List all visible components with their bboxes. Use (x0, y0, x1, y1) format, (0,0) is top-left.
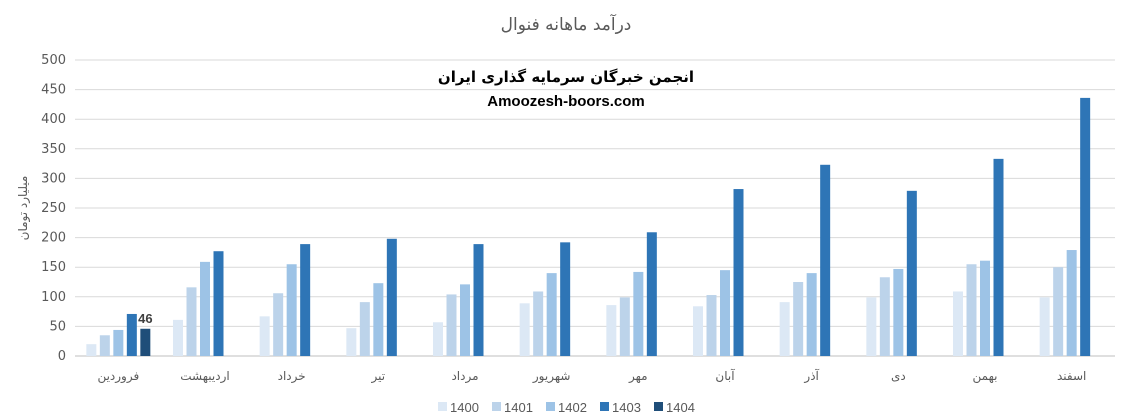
bar-1400-3 (259, 316, 270, 356)
x-category-label: بهمن (973, 369, 998, 384)
legend-swatch-1401 (492, 402, 501, 411)
data-label: 46 (138, 311, 152, 326)
bar-1401-6 (533, 291, 544, 356)
bar-1402-10 (893, 268, 904, 356)
x-category-label: فروردین (97, 369, 139, 384)
bar-1402-1 (113, 329, 124, 356)
bar-1400-11 (953, 291, 963, 356)
bar-1401-4 (359, 302, 370, 356)
bar-1403-10 (906, 190, 917, 356)
bar-1403-11 (993, 158, 1004, 356)
x-category-label: آذر (803, 368, 819, 384)
bar-1403-2 (213, 251, 224, 356)
x-axis-categories: فروردین اردیبهشت خرداد تیر مرداد شهریور مهر آبا… (97, 368, 1086, 384)
legend-swatch-1402 (546, 402, 555, 411)
legend-label-1400: 1400 (450, 400, 479, 415)
bar-1401-5 (446, 294, 457, 356)
bar-1401-8 (706, 295, 717, 356)
legend-label-1404: 1404 (666, 400, 695, 415)
y-tick-label: 150 (41, 260, 66, 275)
bar-1402-3 (286, 264, 297, 356)
y-tick-label: 0 (58, 349, 66, 364)
y-tick-label: 250 (41, 201, 66, 216)
bar-1402-2 (200, 261, 210, 356)
legend-label-1403: 1403 (612, 400, 641, 415)
y-tick-label: 200 (41, 231, 66, 246)
bar-1403-1 (126, 313, 137, 356)
bar-1400-9 (779, 302, 790, 356)
bar-1401-3 (273, 293, 284, 356)
x-category-label: مرداد (451, 369, 478, 384)
bar-1403-8 (733, 189, 744, 356)
bar-1403-3 (300, 244, 311, 356)
bar-1403-4 (386, 238, 397, 356)
x-category-label: آبان (715, 368, 735, 383)
x-category-label: اردیبهشت (180, 369, 229, 384)
bar-1402-9 (806, 273, 817, 356)
legend: 1400 1401 1402 1403 1404 (438, 400, 695, 415)
bar-1402-4 (373, 283, 384, 356)
legend-swatch-1400 (438, 402, 447, 411)
bar-1402-8 (720, 270, 730, 356)
watermark-association-name: انجمن خبرگان سرمایه گذاری ایران (438, 68, 694, 86)
x-category-label: تیر (371, 369, 386, 384)
y-tick-label: 100 (41, 290, 66, 305)
bar-1400-2 (173, 319, 183, 356)
y-axis-label: میلیارد تومان (16, 176, 31, 241)
bar-1403-7 (646, 232, 657, 356)
y-axis-ticks: 0 50 100 150 200 250 300 350 400 450 500 (41, 53, 66, 364)
bar-1400-5 (433, 322, 443, 356)
bar-1401-11 (966, 264, 977, 356)
x-category-label: خرداد (278, 369, 306, 384)
bar-1401-10 (879, 277, 890, 356)
legend-swatch-1404 (654, 402, 663, 411)
bar-1401-1 (99, 335, 110, 356)
legend-label-1401: 1401 (504, 400, 533, 415)
bar-1402-7 (633, 271, 644, 356)
chart-title: درآمد ماهانه فنوال (501, 13, 632, 35)
data-labels: 46 (138, 311, 152, 326)
y-tick-label: 500 (41, 53, 66, 68)
bar-1401-7 (619, 297, 630, 356)
x-category-label: شهریور (532, 369, 571, 384)
bar-1401-2 (186, 287, 197, 356)
watermark-website: Amoozesh-boors.com (487, 93, 645, 110)
bar-1402-5 (460, 284, 470, 356)
x-category-label: اسفند (1057, 369, 1086, 383)
bar-1403-9 (820, 164, 831, 356)
y-tick-label: 50 (49, 319, 66, 334)
bar-1403-12 (1080, 97, 1091, 356)
legend-label-1402: 1402 (558, 400, 587, 415)
y-tick-label: 350 (41, 142, 66, 157)
bar-1400-4 (346, 328, 357, 356)
bar-1400-10 (866, 297, 877, 356)
bar-1401-9 (793, 282, 804, 356)
bar-1403-6 (560, 242, 571, 356)
y-tick-label: 300 (41, 171, 66, 186)
bar-1402-6 (546, 273, 557, 356)
bar-1402-11 (980, 260, 990, 356)
legend-swatch-1403 (600, 402, 609, 411)
gridlines (75, 59, 1115, 357)
bars (86, 97, 1091, 356)
bar-1400-1 (86, 344, 97, 356)
bar-1402-12 (1066, 250, 1077, 356)
y-tick-label: 400 (41, 112, 66, 127)
bar-1401-12 (1053, 267, 1064, 356)
bar-1403-5 (473, 244, 484, 356)
bar-1400-8 (693, 306, 703, 356)
bar-1400-7 (606, 305, 617, 356)
bar-1400-6 (519, 303, 530, 356)
y-tick-label: 450 (41, 83, 66, 98)
bar-1400-12 (1039, 297, 1050, 356)
x-category-label: مهر (628, 369, 648, 384)
x-category-label: دی (891, 369, 906, 383)
bar-1404-1 (140, 328, 151, 356)
